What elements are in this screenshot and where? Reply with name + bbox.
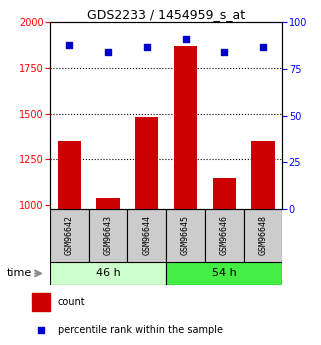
Point bbox=[222, 49, 227, 55]
Bar bbox=[213, 178, 236, 209]
Bar bbox=[166, 262, 282, 285]
Point bbox=[66, 42, 72, 48]
Point bbox=[105, 49, 110, 55]
Text: time: time bbox=[6, 268, 32, 278]
Text: GSM96643: GSM96643 bbox=[103, 216, 112, 255]
Point bbox=[261, 44, 266, 49]
Bar bbox=[32, 293, 50, 311]
Bar bbox=[166, 209, 205, 262]
Point bbox=[38, 328, 43, 333]
Text: GSM96646: GSM96646 bbox=[220, 216, 229, 255]
Bar bbox=[135, 117, 158, 209]
Text: GSM96642: GSM96642 bbox=[65, 216, 74, 255]
Bar bbox=[50, 209, 89, 262]
Point bbox=[183, 37, 188, 42]
Bar bbox=[127, 209, 166, 262]
Bar bbox=[96, 198, 119, 209]
Point bbox=[144, 44, 149, 49]
Bar bbox=[251, 141, 275, 209]
Text: GSM96648: GSM96648 bbox=[259, 216, 268, 255]
Text: GSM96644: GSM96644 bbox=[142, 216, 151, 255]
Text: count: count bbox=[58, 297, 85, 307]
Bar bbox=[89, 209, 127, 262]
Bar bbox=[244, 209, 282, 262]
Bar bbox=[205, 209, 244, 262]
Text: 46 h: 46 h bbox=[96, 268, 120, 278]
Text: GSM96645: GSM96645 bbox=[181, 216, 190, 255]
Bar bbox=[174, 46, 197, 209]
Text: percentile rank within the sample: percentile rank within the sample bbox=[58, 325, 223, 335]
Title: GDS2233 / 1454959_s_at: GDS2233 / 1454959_s_at bbox=[87, 8, 245, 21]
Bar bbox=[57, 141, 81, 209]
Text: 54 h: 54 h bbox=[212, 268, 237, 278]
Bar bbox=[50, 262, 166, 285]
